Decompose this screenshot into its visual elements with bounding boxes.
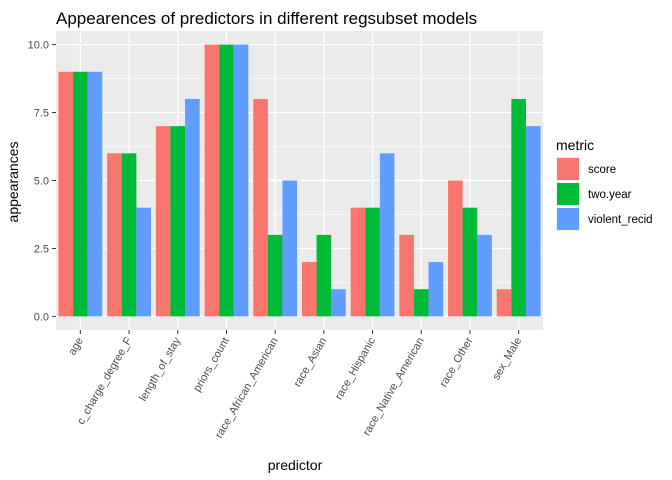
y-tick-label: 2.5 (34, 243, 49, 255)
x-tick-label: race_Other (438, 335, 476, 389)
bar-violent-recid-race-asian (331, 289, 346, 317)
legend-swatch-two-year (557, 183, 579, 205)
bar-two-year-race-native-american (413, 289, 429, 317)
y-tick-label: 7.5 (34, 108, 49, 120)
y-tick-label: 5.0 (34, 176, 49, 188)
bar-score-race-asian (301, 262, 317, 317)
x-tick-label: length_of_stay (137, 335, 183, 403)
bar-score-length-of-stay (155, 126, 171, 317)
legend: metric score two.year violent_recid (556, 137, 653, 231)
bar-score-priors-count (204, 44, 220, 317)
legend-title: metric (556, 137, 594, 153)
bars (58, 44, 541, 317)
bar-two-year-age (73, 71, 88, 317)
bar-score-sex-male (496, 289, 512, 317)
legend-swatch-score (557, 158, 579, 180)
bar-violent-recid-race-hispanic (379, 153, 395, 317)
x-tick-label: race_Asian (292, 336, 330, 390)
bar-violent-recid-race-african-american (282, 180, 298, 317)
bar-violent-recid-age (87, 71, 103, 317)
bar-two-year-race-african-american (267, 234, 283, 317)
legend-label: two.year (588, 189, 632, 201)
bar-violent-recid-race-native-american (428, 262, 444, 317)
y-axis-ticks: 0.0 2.5 5.0 7.5 10.0 (28, 40, 56, 323)
bar-violent-recid-race-other (477, 234, 492, 317)
bar-two-year-length-of-stay (170, 126, 186, 317)
bar-two-year-priors-count (219, 44, 234, 317)
chart-title: Appearences of predictors in different r… (56, 9, 477, 28)
bar-two-year-sex-male (511, 98, 526, 317)
bar-score-race-other (448, 180, 463, 317)
bar-two-year-race-other (462, 207, 478, 317)
legend-label: score (588, 164, 616, 176)
bar-score-race-native-american (399, 234, 414, 317)
x-tick-label: priors_count (191, 336, 232, 394)
y-axis-title: appearances (5, 142, 21, 223)
bar-two-year-race-hispanic (365, 207, 380, 317)
bar-score-race-african-american (253, 98, 268, 317)
x-axis-title: predictor (268, 457, 323, 473)
bar-score-c-charge-degree-f (107, 153, 122, 317)
bar-violent-recid-sex-male (525, 126, 541, 317)
bar-two-year-race-asian (316, 234, 332, 317)
bar-violent-recid-length-of-stay (185, 98, 200, 317)
x-tick-label: c_charge_degree_F (75, 335, 135, 427)
x-tick-label: sex_Male (490, 336, 524, 383)
x-tick-label: race_Hispanic (333, 335, 378, 402)
legend-swatch-violent-recid (557, 208, 579, 230)
bar-violent-recid-c-charge-degree-f (136, 207, 151, 317)
y-tick-label: 10.0 (28, 40, 49, 52)
legend-label: violent_recid (588, 214, 653, 226)
bar-score-age (58, 71, 74, 317)
y-tick-label: 0.0 (34, 311, 49, 323)
bar-violent-recid-priors-count (233, 44, 249, 317)
bar-two-year-c-charge-degree-f (121, 153, 137, 317)
bar-score-race-hispanic (350, 207, 366, 317)
x-tick-label: age (66, 336, 86, 358)
